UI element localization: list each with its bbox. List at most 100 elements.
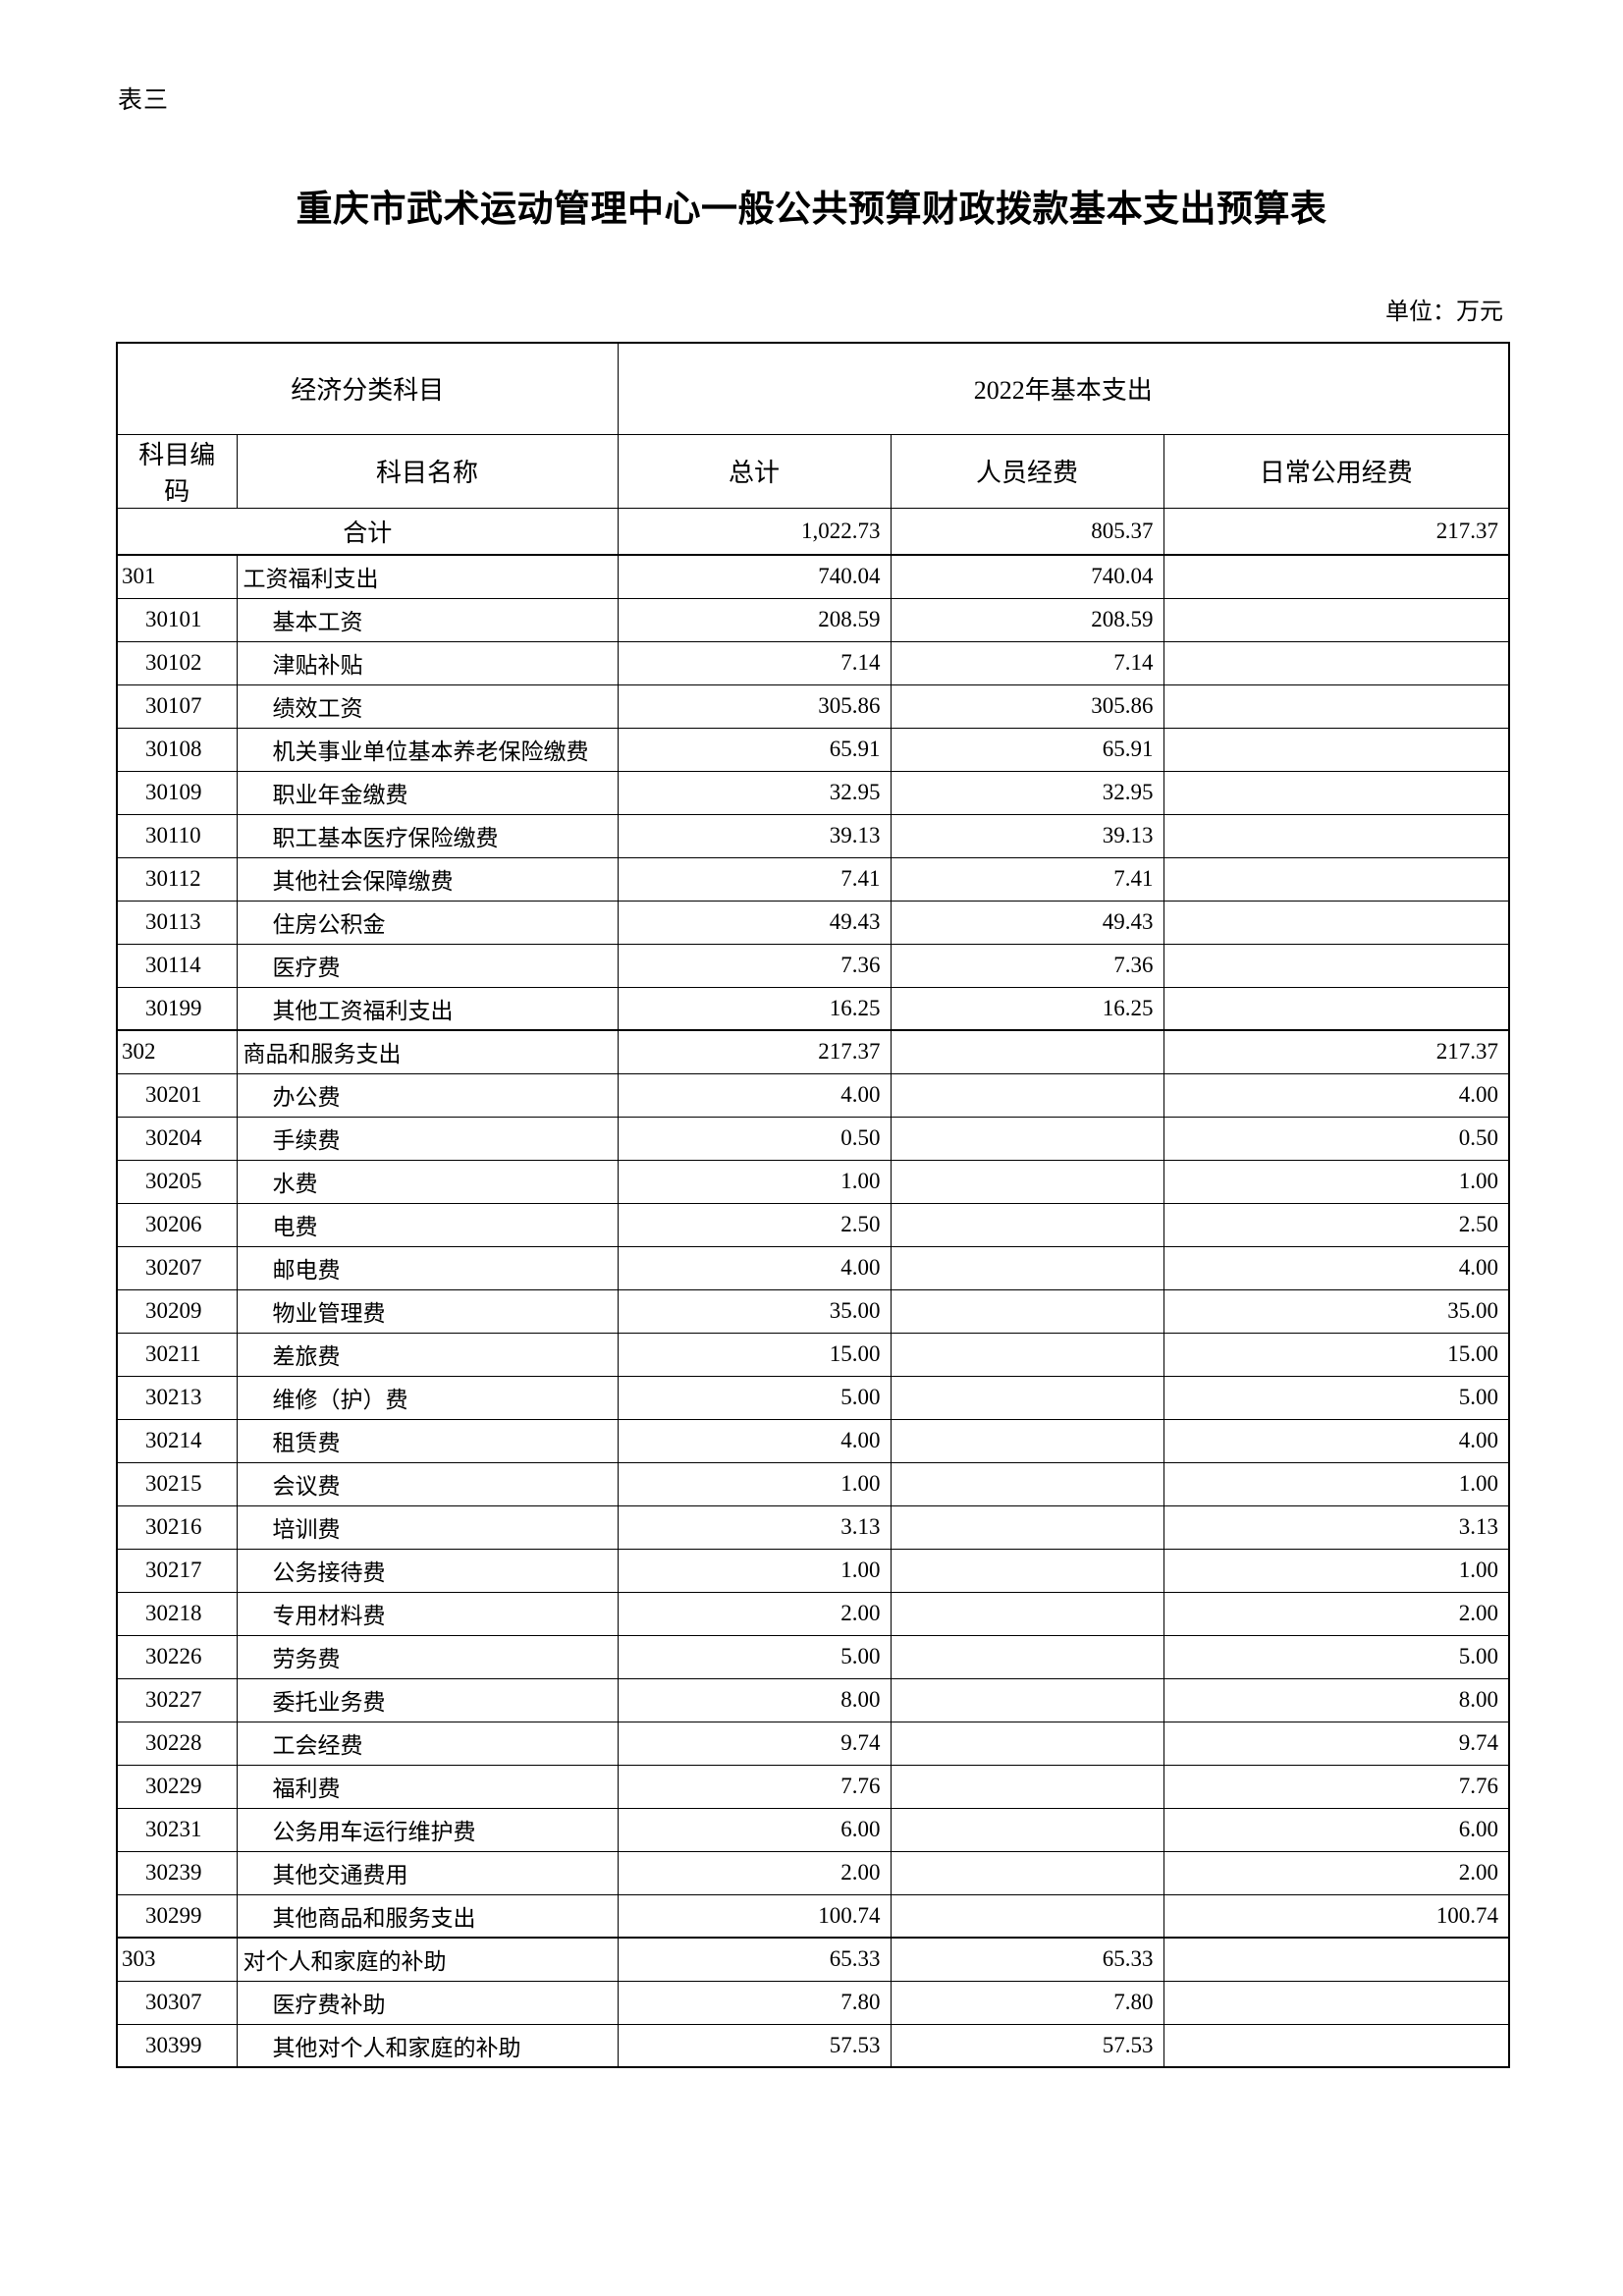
table-row: 30211 差旅费 15.00 15.00: [116, 1332, 1510, 1377]
cell-total: 15.00: [617, 1332, 892, 1377]
cell-personnel-expense: 740.04: [890, 554, 1164, 599]
cell-daily-public-expense: [1163, 1980, 1510, 2025]
table-row: 30209 物业管理费 35.00 35.00: [116, 1288, 1510, 1334]
cell-daily-public-expense: [1163, 554, 1510, 599]
table-row: 30102 津贴补贴 7.14 7.14: [116, 640, 1510, 685]
cell-total: 305.86: [617, 683, 892, 729]
cell-total: 7.14: [617, 640, 892, 685]
cell-total: 5.00: [617, 1634, 892, 1679]
cell-subject-code: 30239: [116, 1850, 238, 1895]
cell-subject-name: 对个人和家庭的补助: [236, 1937, 619, 1982]
cell-subject-code: 30109: [116, 770, 238, 815]
cell-subject-name: 其他商品和服务支出: [236, 1893, 619, 1939]
unit-note: 单位：万元: [1385, 300, 1503, 325]
cell-subject-code: 30299: [116, 1893, 238, 1939]
cell-subject-code: 30113: [116, 900, 238, 945]
cell-subject-code: 30229: [116, 1764, 238, 1809]
cell-subject-name: 福利费: [236, 1764, 619, 1809]
cell-daily-public-expense: 7.76: [1163, 1764, 1510, 1809]
table-row: 30112 其他社会保障缴费 7.41 7.41: [116, 856, 1510, 902]
cell-total: 49.43: [617, 900, 892, 945]
cell-subject-name: 工会经费: [236, 1721, 619, 1766]
cell-subject-code: 30205: [116, 1159, 238, 1204]
cell-subject-code: 30231: [116, 1807, 238, 1852]
cell-total: 39.13: [617, 813, 892, 858]
header-col-personnel: 人员经费: [890, 433, 1164, 509]
cell-subject-code: 30226: [116, 1634, 238, 1679]
cell-total: 32.95: [617, 770, 892, 815]
table-row: 30239 其他交通费用 2.00 2.00: [116, 1850, 1510, 1895]
cell-subject-code: 30214: [116, 1418, 238, 1463]
cell-subject-name: 绩效工资: [236, 683, 619, 729]
table-header: 经济分类科目 2022年基本支出 科目编码 科目名称 总计 人员经费 日常公用经…: [116, 342, 1510, 509]
cell-daily-public-expense: 6.00: [1163, 1807, 1510, 1852]
cell-subject-name: 机关事业单位基本养老保险缴费: [236, 727, 619, 772]
cell-personnel-expense: [890, 1418, 1164, 1463]
cell-subject-code: 30227: [116, 1677, 238, 1722]
cell-daily-public-expense: 1.00: [1163, 1461, 1510, 1506]
cell-total: 1.00: [617, 1548, 892, 1593]
cell-personnel-expense: 32.95: [890, 770, 1164, 815]
cell-subject-code: 30201: [116, 1072, 238, 1118]
table-header-column-row: 科目编码 科目名称 总计 人员经费 日常公用经费: [116, 433, 1510, 509]
cell-subject-code: 30204: [116, 1116, 238, 1161]
cell-daily-public-expense: 5.00: [1163, 1634, 1510, 1679]
table-header-group-row: 经济分类科目 2022年基本支出: [116, 342, 1510, 435]
table-row: 302 商品和服务支出 217.37 217.37: [116, 1029, 1510, 1074]
cell-total: 7.80: [617, 1980, 892, 2025]
cell-total: 65.33: [617, 1937, 892, 1982]
header-group-economic-category: 经济分类科目: [116, 342, 619, 435]
cell-subject-code: 30110: [116, 813, 238, 858]
cell-personnel-expense: 57.53: [890, 2023, 1164, 2068]
cell-subject-name: 职业年金缴费: [236, 770, 619, 815]
table-row: 30227 委托业务费 8.00 8.00: [116, 1677, 1510, 1722]
cell-personnel-expense: [890, 1245, 1164, 1290]
table-row: 30213 维修（护）费 5.00 5.00: [116, 1375, 1510, 1420]
cell-subject-code: 30399: [116, 2023, 238, 2068]
table-row: 30107 绩效工资 305.86 305.86: [116, 683, 1510, 729]
cell-subject-code: 303: [116, 1937, 238, 1982]
cell-total: 35.00: [617, 1288, 892, 1334]
cell-subject-name: 津贴补贴: [236, 640, 619, 685]
cell-personnel-expense: 208.59: [890, 597, 1164, 642]
cell-personnel-expense: 305.86: [890, 683, 1164, 729]
cell-personnel-expense: 65.33: [890, 1937, 1164, 1982]
table-row: 30205 水费 1.00 1.00: [116, 1159, 1510, 1204]
table-row: 30204 手续费 0.50 0.50: [116, 1116, 1510, 1161]
cell-daily-public-expense: [1163, 856, 1510, 902]
cell-subject-code: 302: [116, 1029, 238, 1074]
cell-daily-public-expense: 1.00: [1163, 1548, 1510, 1593]
cell-total: 9.74: [617, 1721, 892, 1766]
cell-daily-public-expense: 2.00: [1163, 1850, 1510, 1895]
cell-subject-code: 30114: [116, 943, 238, 988]
cell-total: 7.36: [617, 943, 892, 988]
table-row: 30216 培训费 3.13 3.13: [116, 1504, 1510, 1550]
cell-total: 217.37: [617, 1029, 892, 1074]
cell-subject-name: 其他对个人和家庭的补助: [236, 2023, 619, 2068]
cell-total: 740.04: [617, 554, 892, 599]
cell-daily-public-expense: 2.00: [1163, 1591, 1510, 1636]
table-row: 30226 劳务费 5.00 5.00: [116, 1634, 1510, 1679]
table-row: 30114 医疗费 7.36 7.36: [116, 943, 1510, 988]
grand-total-total: 1,022.73: [617, 507, 892, 556]
cell-total: 0.50: [617, 1116, 892, 1161]
cell-daily-public-expense: 4.00: [1163, 1245, 1510, 1290]
cell-personnel-expense: [890, 1634, 1164, 1679]
cell-daily-public-expense: [1163, 986, 1510, 1031]
cell-daily-public-expense: 3.13: [1163, 1504, 1510, 1550]
cell-total: 2.00: [617, 1591, 892, 1636]
cell-daily-public-expense: 217.37: [1163, 1029, 1510, 1074]
cell-personnel-expense: [890, 1332, 1164, 1377]
cell-personnel-expense: [890, 1072, 1164, 1118]
cell-subject-code: 30209: [116, 1288, 238, 1334]
cell-subject-name: 办公费: [236, 1072, 619, 1118]
cell-total: 4.00: [617, 1072, 892, 1118]
table-row: 30218 专用材料费 2.00 2.00: [116, 1591, 1510, 1636]
cell-daily-public-expense: 9.74: [1163, 1721, 1510, 1766]
cell-subject-code: 30307: [116, 1980, 238, 2025]
cell-subject-code: 30211: [116, 1332, 238, 1377]
cell-personnel-expense: [890, 1591, 1164, 1636]
table-row: 30299 其他商品和服务支出 100.74 100.74: [116, 1893, 1510, 1939]
cell-daily-public-expense: [1163, 770, 1510, 815]
cell-personnel-expense: 7.36: [890, 943, 1164, 988]
